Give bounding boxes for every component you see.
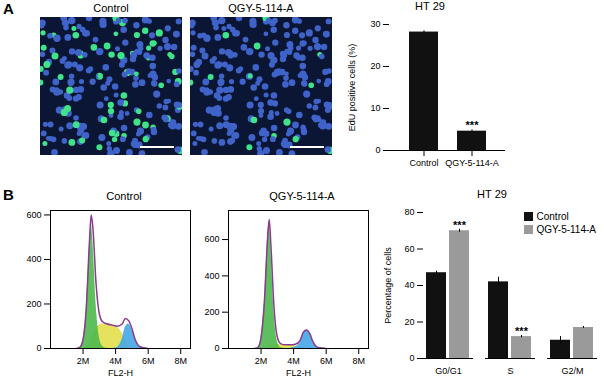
svg-text:0: 0: [409, 353, 414, 363]
svg-text:60: 60: [404, 244, 414, 254]
svg-text:20: 20: [404, 317, 414, 327]
svg-text:10: 10: [370, 103, 380, 113]
svg-text:***: ***: [466, 119, 480, 131]
svg-text:G2/M: G2/M: [561, 366, 583, 376]
html-text:Control: Control: [536, 211, 569, 222]
html-text:B: B: [3, 186, 14, 203]
svg-text:QGY-5-114-A: QGY-5-114-A: [445, 158, 499, 168]
svg-text:2M: 2M: [255, 356, 268, 366]
html-text:QGY-5-114-A: QGY-5-114-A: [269, 190, 335, 202]
svg-text:Control: Control: [409, 158, 438, 168]
svg-text:80: 80: [404, 207, 414, 217]
svg-text:40: 40: [404, 280, 414, 290]
svg-text:200: 200: [204, 307, 219, 317]
svg-text:***: ***: [515, 325, 529, 337]
svg-text:Percentage of cells: Percentage of cells: [383, 247, 393, 324]
svg-text:4M: 4M: [287, 356, 300, 366]
html-text:QGY-5-114-A: QGY-5-114-A: [536, 224, 596, 235]
html-text:Control: Control: [106, 190, 142, 202]
svg-text:20: 20: [370, 61, 380, 71]
svg-text:6M: 6M: [320, 356, 333, 366]
svg-text:***: ***: [453, 219, 467, 231]
html-text:Control: Control: [93, 2, 129, 14]
svg-text:0: 0: [36, 343, 41, 353]
svg-text:200: 200: [26, 299, 41, 309]
svg-text:FL2-H: FL2-H: [286, 368, 311, 378]
svg-text:2M: 2M: [77, 356, 90, 366]
svg-text:0: 0: [214, 343, 219, 353]
svg-text:600: 600: [204, 234, 219, 244]
svg-text:8M: 8M: [352, 356, 365, 366]
svg-text:4M: 4M: [109, 356, 122, 366]
svg-text:600: 600: [26, 210, 41, 220]
svg-text:8M: 8M: [174, 356, 187, 366]
svg-text:30: 30: [370, 19, 380, 29]
svg-text:FL2-H: FL2-H: [108, 368, 133, 378]
svg-text:400: 400: [26, 254, 41, 264]
svg-text:0: 0: [375, 145, 380, 155]
html-text:A: A: [3, 0, 14, 17]
html-text:QGY-5-114-A: QGY-5-114-A: [228, 2, 294, 14]
svg-text:400: 400: [204, 271, 219, 281]
html-text:HT 29: HT 29: [415, 0, 445, 12]
svg-text:6M: 6M: [142, 356, 155, 366]
svg-text:EdU positive cells (%): EdU positive cells (%): [347, 44, 357, 132]
html-text:HT 29: HT 29: [477, 188, 507, 200]
svg-text:S: S: [507, 366, 513, 376]
svg-text:G0/G1: G0/G1: [435, 366, 462, 376]
